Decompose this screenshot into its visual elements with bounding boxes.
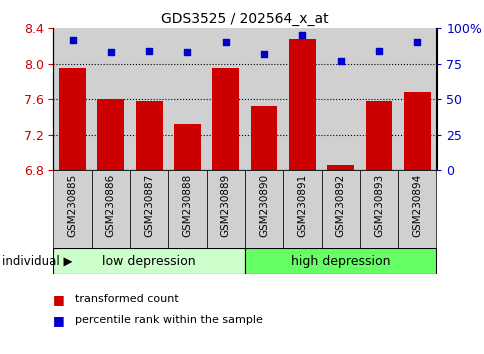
Bar xyxy=(250,106,277,170)
Bar xyxy=(130,28,168,170)
Text: GSM230894: GSM230894 xyxy=(411,174,422,237)
Bar xyxy=(136,101,162,170)
Text: individual ▶: individual ▶ xyxy=(2,255,73,268)
FancyBboxPatch shape xyxy=(359,170,397,248)
Text: GSM230887: GSM230887 xyxy=(144,174,154,237)
Bar xyxy=(168,28,206,170)
Title: GDS3525 / 202564_x_at: GDS3525 / 202564_x_at xyxy=(161,12,328,26)
Point xyxy=(68,37,76,42)
FancyBboxPatch shape xyxy=(168,170,206,248)
Bar xyxy=(321,28,359,170)
FancyBboxPatch shape xyxy=(53,170,91,248)
Bar xyxy=(59,68,86,170)
Bar xyxy=(359,28,397,170)
Bar xyxy=(403,92,430,170)
Point xyxy=(221,40,229,45)
FancyBboxPatch shape xyxy=(283,170,321,248)
Text: GSM230885: GSM230885 xyxy=(67,174,77,237)
Point xyxy=(374,48,382,54)
Point xyxy=(145,48,152,54)
Bar xyxy=(327,165,353,170)
Text: ■: ■ xyxy=(53,293,65,306)
Point xyxy=(298,33,305,38)
Bar xyxy=(91,28,130,170)
Bar xyxy=(206,28,244,170)
Bar xyxy=(365,101,392,170)
Text: GSM230892: GSM230892 xyxy=(335,174,345,237)
Text: GSM230891: GSM230891 xyxy=(297,174,307,237)
Text: GSM230886: GSM230886 xyxy=(106,174,116,237)
Bar xyxy=(212,68,239,170)
FancyBboxPatch shape xyxy=(206,170,244,248)
Bar xyxy=(97,99,124,170)
Point xyxy=(336,58,344,64)
Text: percentile rank within the sample: percentile rank within the sample xyxy=(75,315,262,325)
Text: GSM230888: GSM230888 xyxy=(182,174,192,237)
Bar xyxy=(53,28,91,170)
FancyBboxPatch shape xyxy=(91,170,130,248)
Text: GSM230893: GSM230893 xyxy=(373,174,383,237)
FancyBboxPatch shape xyxy=(244,170,283,248)
Text: ■: ■ xyxy=(53,314,65,327)
Point xyxy=(183,50,191,55)
Text: GSM230889: GSM230889 xyxy=(220,174,230,237)
Bar xyxy=(283,28,321,170)
Text: GSM230890: GSM230890 xyxy=(258,174,269,237)
FancyBboxPatch shape xyxy=(397,170,436,248)
FancyBboxPatch shape xyxy=(130,170,168,248)
Text: low depression: low depression xyxy=(102,255,196,268)
Point xyxy=(259,51,267,57)
Text: transformed count: transformed count xyxy=(75,294,179,304)
Point xyxy=(106,50,114,55)
Point xyxy=(412,40,420,45)
FancyBboxPatch shape xyxy=(321,170,359,248)
FancyBboxPatch shape xyxy=(244,248,436,274)
Text: high depression: high depression xyxy=(290,255,390,268)
FancyBboxPatch shape xyxy=(53,248,244,274)
Bar xyxy=(288,39,315,170)
Bar xyxy=(244,28,283,170)
Bar xyxy=(174,124,200,170)
Bar xyxy=(397,28,436,170)
